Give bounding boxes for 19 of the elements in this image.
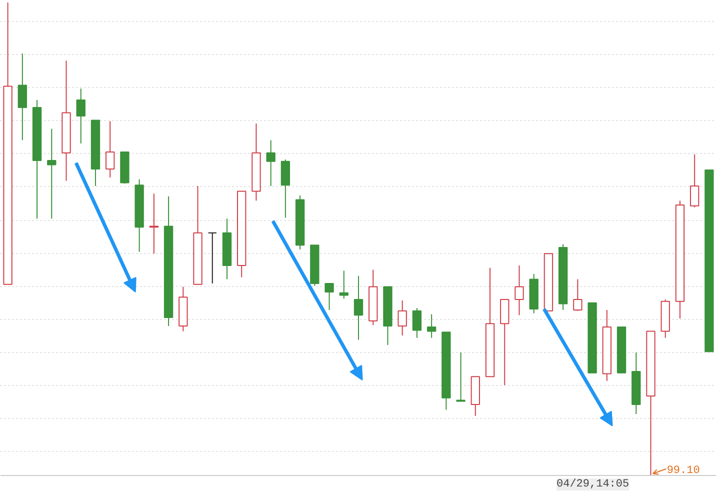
candlestick (106, 120, 115, 178)
candlestick (339, 270, 348, 300)
candlestick (573, 278, 582, 312)
candlestick (412, 308, 422, 338)
text: 04/29,14:05 (556, 478, 630, 490)
candlestick (354, 275, 364, 340)
candlestick (266, 140, 276, 187)
candlestick (398, 300, 407, 336)
candlestick (426, 314, 436, 338)
candlestick (76, 88, 86, 144)
candlestick (324, 282, 334, 310)
candlestick (690, 154, 700, 208)
candlestick (47, 128, 56, 220)
candlestick (149, 193, 159, 254)
candlestick (18, 53, 28, 141)
candlestick (208, 232, 217, 284)
annotation: 99.10 (666, 464, 700, 477)
candlestick (514, 264, 524, 316)
candlestick (280, 159, 290, 218)
